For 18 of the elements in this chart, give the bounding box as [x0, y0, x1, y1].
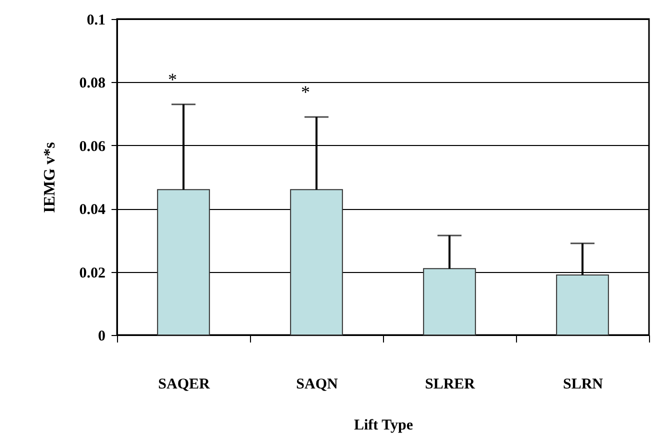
y-tick-label: 0.06 — [79, 138, 106, 155]
y-tick-label: 0.1 — [86, 12, 106, 28]
y-axis-title: IEMG v*s — [41, 142, 58, 213]
bar — [556, 274, 609, 336]
annotation: * — [301, 82, 310, 102]
y-tick-label: 0.04 — [79, 202, 106, 218]
x-tick-label: SLRN — [562, 376, 604, 392]
x-axis-title: Lift Type — [354, 418, 414, 434]
annotation: * — [168, 69, 177, 90]
y-tick-label: 0.08 — [79, 76, 106, 92]
x-tick-label: SLRER — [424, 376, 476, 392]
bar — [290, 189, 343, 336]
y-tick-label: 0 — [98, 328, 106, 344]
x-tick-label: SAQER — [158, 376, 210, 392]
y-tick-label: 0.02 — [79, 265, 106, 282]
x-tick-label: SAQN — [296, 376, 338, 392]
bar — [423, 268, 476, 336]
bar — [157, 189, 210, 336]
